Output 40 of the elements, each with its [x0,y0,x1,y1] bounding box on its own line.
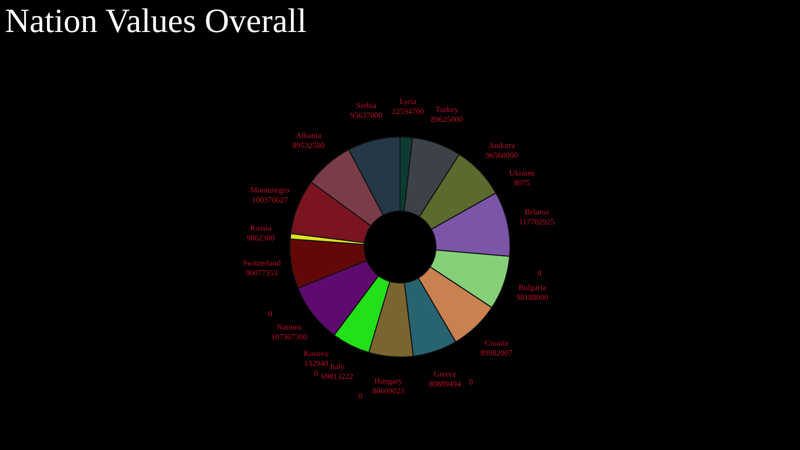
data-label: 80889494 [428,380,461,389]
slice-label: Switzerland [242,258,281,268]
slice-label: Ukraine [509,168,536,178]
text: 0 [468,378,473,387]
slice-label: Montenegro [250,185,290,194]
text: 0 [358,391,362,400]
data-label: 132940 [304,359,328,368]
slice-label: Albania [296,131,322,140]
slice-label: Nations [276,322,302,332]
data-label: 8075 [514,178,530,188]
slice-label: Belarus [524,207,550,216]
text: 0 [314,369,318,378]
slice-label: Croatia [484,338,509,348]
slice-label: Bulgaria [518,282,546,292]
data-label: 95637000 [350,111,382,120]
text: 0 [268,309,272,318]
data-label: 89982007 [480,348,512,358]
data-label: 107367300 [271,332,308,342]
chart-title: Nation Values Overall [5,3,307,40]
slice-label: Andorra [488,140,516,150]
slice-label: Turkey [436,105,458,114]
data-label: 9862300 [246,233,275,242]
data-label: 90077353 [246,268,278,278]
slice-label: Hungary [374,376,402,386]
data-label: 117702925 [518,217,555,226]
data-label: 22594700 [392,107,424,116]
data-label: 69813222 [321,372,354,382]
data-label: 89625000 [430,115,463,124]
slice-label: Russia [250,223,272,232]
slice-label: Serbia [356,101,378,110]
text: 0 [537,268,542,278]
data-label: 98188000 [516,292,548,302]
data-label: 96568000 [486,150,518,160]
slice-label: Lyria [400,97,417,106]
slice-label: Greece [434,370,457,379]
data-label: 89532500 [292,141,325,150]
data-label: 80609023 [372,386,404,396]
slice-label: Italy [330,362,345,372]
slice-label: Kosovo [304,349,329,358]
data-label: 100370627 [252,195,288,204]
